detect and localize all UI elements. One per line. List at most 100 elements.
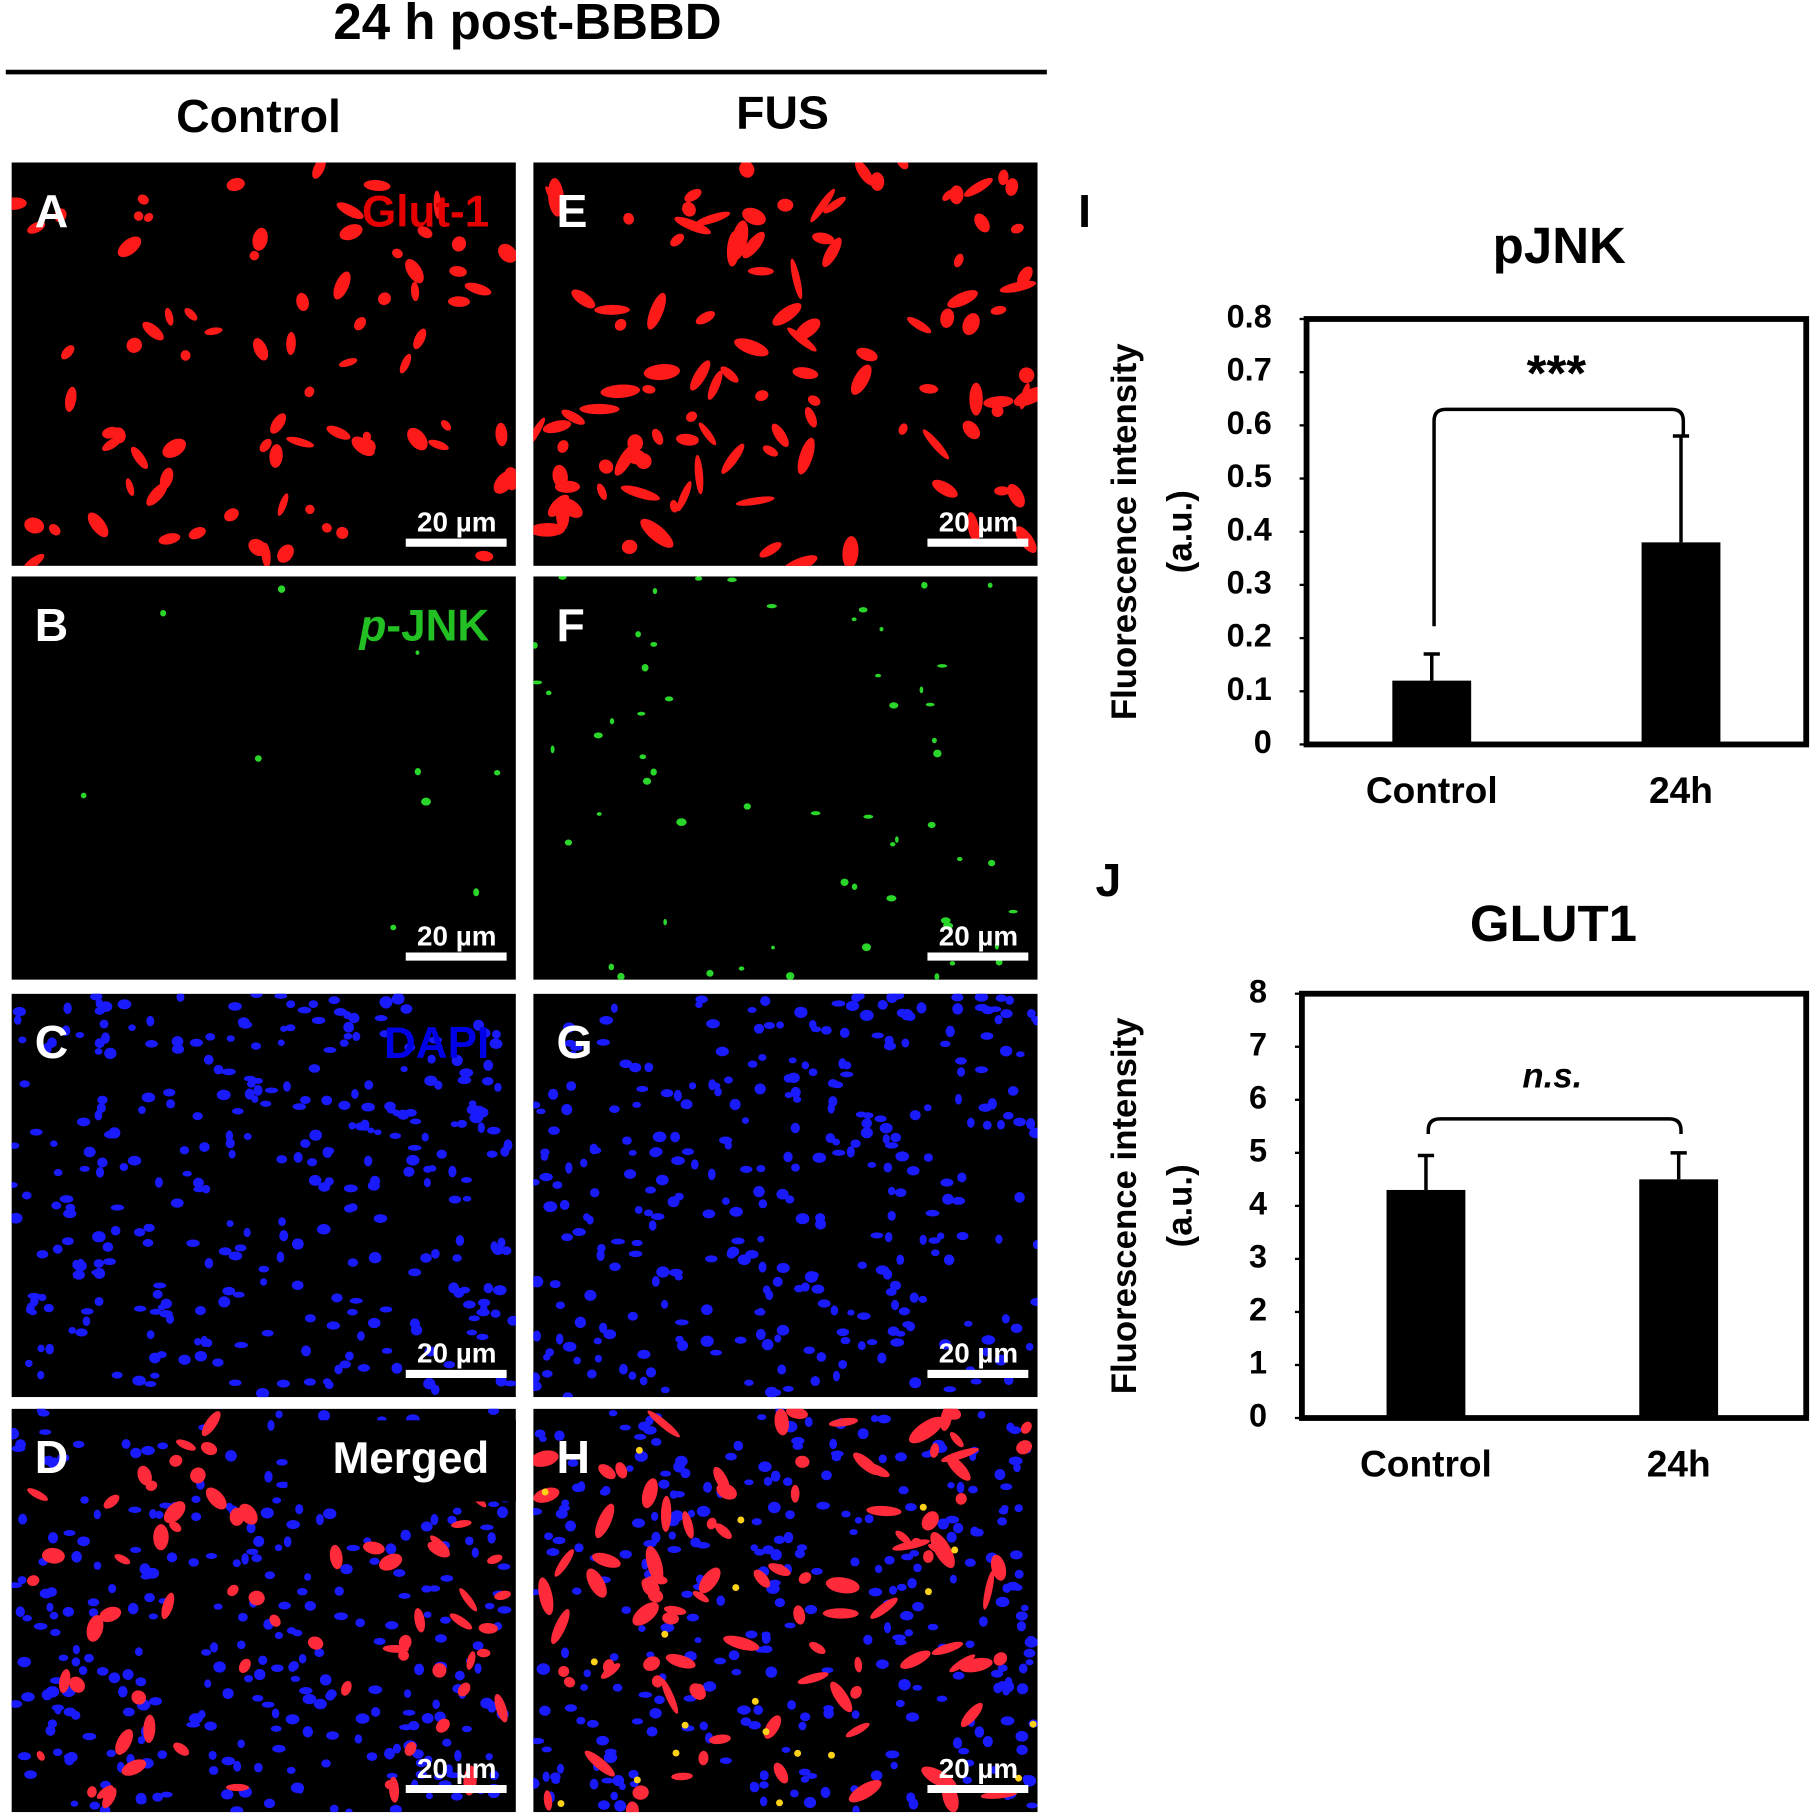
nucleus [117,1686,128,1698]
signal [931,737,937,744]
nucleus [276,1379,290,1388]
vessel [823,196,846,214]
nucleus [308,1174,322,1186]
nucleus [1012,1584,1023,1591]
vessel [947,290,978,308]
nucleus [781,1746,791,1753]
x-tick-label: 24h [1649,769,1713,811]
nucleus [148,1613,158,1620]
nucleus [839,1027,850,1038]
nucleus [443,1361,456,1369]
vessel [405,259,424,284]
nucleus [369,1557,380,1565]
vessel [87,1786,97,1798]
nucleus [883,1162,893,1173]
nucleus [79,1165,90,1172]
nucleus [45,1686,60,1698]
vessel [1007,483,1025,508]
vessel [669,499,679,513]
vessel [180,350,191,361]
signal [494,770,501,776]
nucleus [413,1663,425,1676]
nucleus [601,1777,614,1784]
nucleus [50,1140,58,1148]
nucleus [857,1261,867,1269]
nucleus [660,1470,672,1477]
vessel [440,420,452,431]
nucleus [141,1092,156,1103]
nucleus [205,1553,218,1559]
nucleus [1026,1802,1038,1809]
nucleus [850,1139,861,1148]
nucleus [150,1372,160,1379]
signal [414,768,422,776]
nucleus [842,1061,852,1070]
nucleus [651,1511,659,1521]
vessel [399,353,412,374]
plot-frame [1303,316,1810,748]
nucleus [77,1536,91,1547]
nucleus [909,1109,921,1121]
nucleus [1020,1604,1029,1612]
nucleus [1016,1051,1025,1058]
nucleus [748,1720,761,1730]
nucleus [448,1165,457,1178]
nucleus [703,1481,713,1493]
nucleus [677,1340,689,1351]
nucleus [42,1455,55,1466]
nucleus [777,1364,787,1375]
nucleus [970,1378,982,1385]
vessel [698,1567,721,1594]
nucleus [655,1174,669,1186]
nucleus [329,1804,339,1813]
nucleus [878,1454,887,1464]
nucleus [812,1152,827,1163]
vessel [205,1487,227,1510]
nucleus [609,1105,620,1113]
nucleus [634,1433,647,1440]
nucleus [623,1169,637,1179]
nucleus [871,1032,884,1039]
nucleus [758,1199,768,1209]
nucleus [596,1249,605,1262]
vessel [430,1535,450,1554]
nucleus [761,1631,771,1638]
nucleus [734,1336,747,1344]
nucleus [404,1043,416,1052]
vessel [125,478,135,496]
nucleus [533,1178,540,1186]
colocalized [635,1446,643,1454]
nucleus [541,1746,552,1753]
nucleus [191,1512,202,1522]
nucleus [37,1370,45,1380]
nucleus [586,1215,594,1225]
nucleus [189,1038,203,1047]
vessel [169,1521,182,1533]
nucleus [884,1555,895,1565]
nucleus [768,1579,781,1587]
nucleus [906,1166,920,1176]
nucleus [1016,1744,1028,1756]
vessel [999,280,1037,293]
signal [890,842,896,847]
vessel [684,188,702,202]
vessel [363,180,391,192]
nucleus [964,1320,973,1327]
vessel [464,282,492,296]
vessel [953,253,964,268]
nucleus [122,1669,134,1680]
nucleus [427,1054,436,1064]
vessel [940,1447,979,1463]
nucleus [957,1172,967,1183]
nucleus [252,1694,264,1702]
vessel [48,524,61,536]
nucleus [117,999,132,1010]
vessel [897,162,909,170]
vessel [54,208,67,223]
nucleus [454,1749,462,1762]
nucleus [318,1410,331,1422]
nucleus [272,1497,282,1504]
nucleus [127,1602,139,1615]
nucleus [29,1309,37,1316]
nucleus [923,1104,932,1112]
